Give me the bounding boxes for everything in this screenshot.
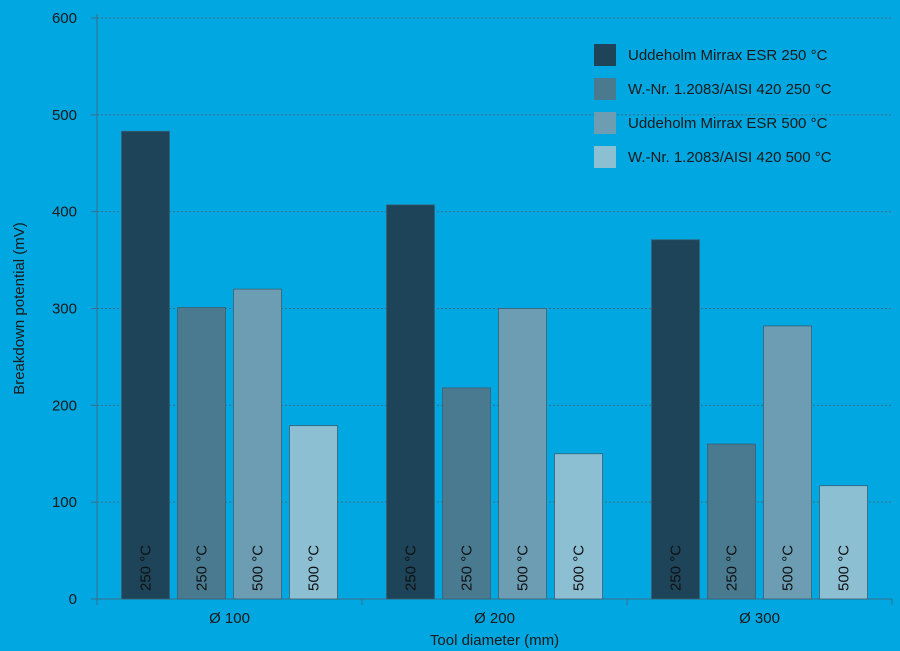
bar-label: 250 °C — [459, 545, 476, 591]
legend-label: Uddeholm Mirrax ESR 500 °C — [628, 115, 828, 132]
x-axis-title: Tool diameter (mm) — [430, 632, 559, 649]
y-tick-label: 500 — [52, 107, 77, 124]
bar — [177, 307, 226, 600]
bar — [386, 204, 435, 600]
legend: Uddeholm Mirrax ESR 250 °C W.-Nr. 1.2083/… — [594, 44, 832, 168]
bar — [763, 325, 812, 600]
bars: 250 °C 250 °C 500 °C 500 °C 250 °C 250 °C 500 … — [121, 130, 868, 600]
x-tick-label: Ø 300 — [739, 610, 780, 627]
axes: 0 100 200 300 400 500 600 Ø 100 Ø 200 Ø 300 — [52, 10, 893, 627]
bar-label: 500 °C — [836, 545, 853, 591]
legend-swatch — [594, 146, 616, 168]
bar — [442, 387, 491, 600]
bar-label: 500 °C — [780, 545, 797, 591]
gridlines — [97, 17, 892, 503]
x-tick-label: Ø 200 — [474, 610, 515, 627]
x-tick-label: Ø 100 — [209, 610, 250, 627]
y-tick-label: 600 — [52, 10, 77, 27]
legend-swatch — [594, 78, 616, 100]
y-tick-label: 200 — [52, 397, 77, 414]
bar — [651, 239, 700, 600]
bar-label: 250 °C — [403, 545, 420, 591]
bar-label: 500 °C — [250, 545, 267, 591]
bar-label: 500 °C — [306, 545, 323, 591]
bar — [554, 453, 603, 600]
bar-label: 250 °C — [194, 545, 211, 591]
bar — [707, 443, 756, 600]
y-tick-label: 100 — [52, 494, 77, 511]
y-tick-label: 0 — [69, 591, 77, 608]
legend-label: W.-Nr. 1.2083/AISI 420 500 °C — [628, 149, 832, 166]
bar — [233, 288, 282, 600]
legend-label: W.-Nr. 1.2083/AISI 420 250 °C — [628, 81, 832, 98]
y-tick-label: 300 — [52, 301, 77, 318]
bar-label: 500 °C — [571, 545, 588, 591]
bar-label: 250 °C — [668, 545, 685, 591]
bar-label: 250 °C — [138, 545, 155, 591]
legend-swatch — [594, 112, 616, 134]
bar — [289, 425, 338, 600]
y-tick-label: 400 — [52, 204, 77, 221]
y-axis-title: Breakdown potential (mV) — [11, 222, 28, 395]
bar-label: 250 °C — [724, 545, 741, 591]
bar — [498, 308, 547, 600]
bar — [121, 130, 170, 600]
legend-swatch — [594, 44, 616, 66]
bar-label: 500 °C — [515, 545, 532, 591]
legend-label: Uddeholm Mirrax ESR 250 °C — [628, 47, 828, 64]
bar — [819, 485, 868, 600]
